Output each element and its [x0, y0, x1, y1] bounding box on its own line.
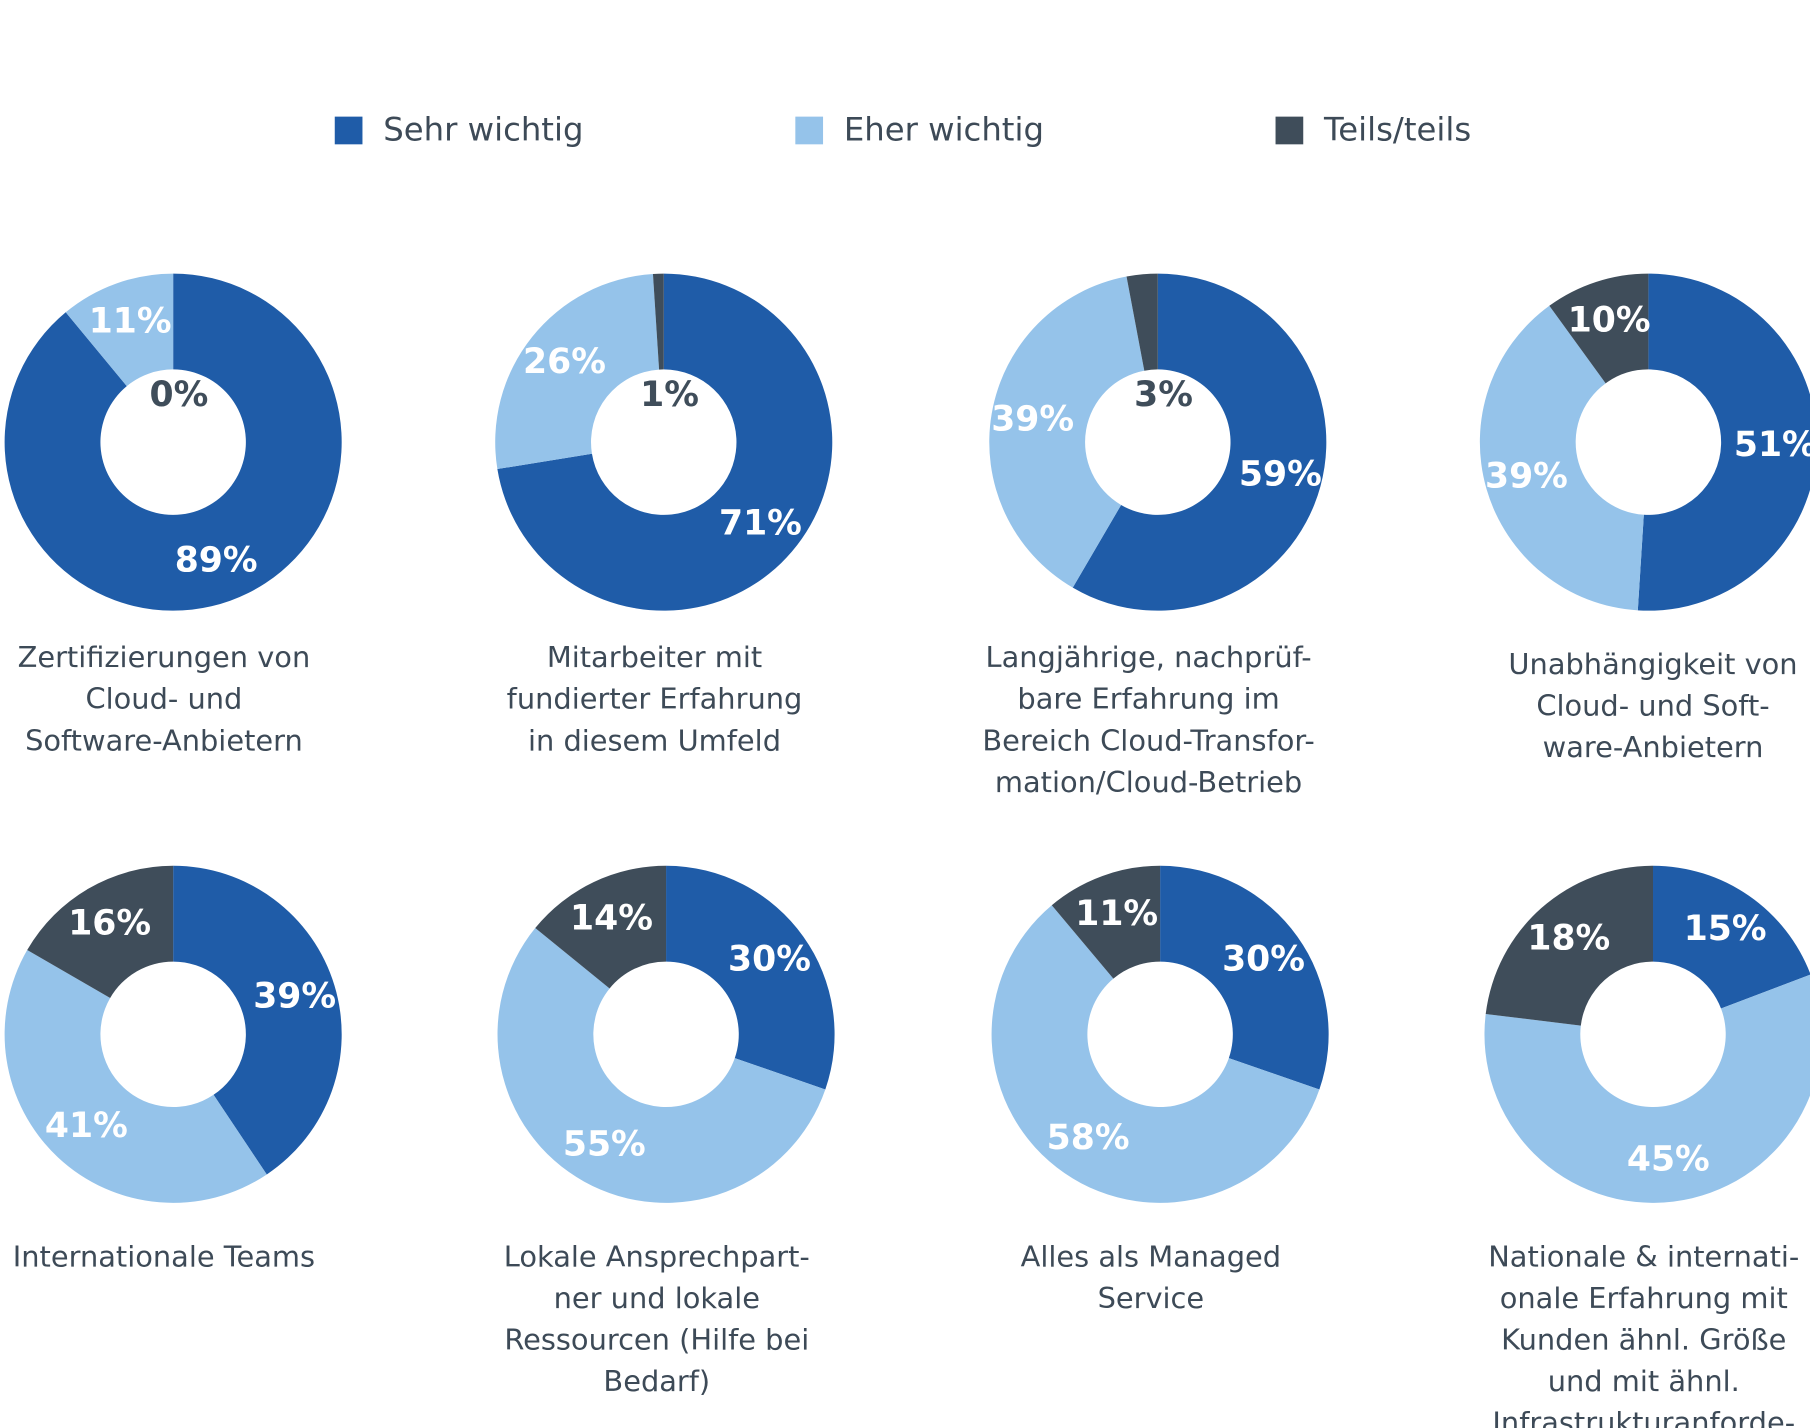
- donut-segment: [1051, 865, 1161, 979]
- donut-caption: und mit ähnl.: [1548, 1364, 1740, 1398]
- value-label: 39%: [1485, 457, 1568, 497]
- donut-segment: [1072, 273, 1327, 611]
- value-label: 39%: [253, 976, 336, 1016]
- donut-segment: [666, 865, 835, 1090]
- donut-segment: [991, 905, 1320, 1203]
- donut-caption: onale Erfahrung mit: [1500, 1281, 1788, 1315]
- donut-caption: Cloud- und Soft-: [1536, 689, 1769, 723]
- value-label: 3%: [1134, 375, 1193, 415]
- donut-caption: Ressourcen (Hilfe bei: [504, 1322, 809, 1356]
- value-label: 0%: [150, 375, 209, 415]
- value-label: 10%: [1568, 300, 1651, 340]
- value-label: 18%: [1527, 918, 1610, 958]
- donut-segment: [1126, 273, 1158, 371]
- donut-caption: ware-Anbietern: [1543, 730, 1764, 764]
- donut-segment: [1479, 305, 1644, 611]
- donut-caption: Langjährige, nachprüf-: [986, 640, 1312, 674]
- value-label: 14%: [570, 899, 653, 939]
- value-label: 51%: [1734, 425, 1810, 465]
- value-label: 26%: [523, 342, 606, 382]
- donut-caption: Cloud- und: [85, 682, 242, 716]
- value-label: 30%: [728, 940, 811, 980]
- value-label: 59%: [1239, 454, 1322, 494]
- donut-segment: [1637, 273, 1810, 611]
- value-label: 39%: [991, 400, 1074, 440]
- legend-label: Eher wichtig: [844, 111, 1044, 149]
- value-label: 71%: [719, 503, 802, 543]
- value-label: 41%: [45, 1106, 128, 1146]
- donut-caption: Zertifizierungen von: [18, 640, 311, 674]
- value-label: 45%: [1627, 1139, 1710, 1179]
- donut-caption: fundierter Erfahrung: [507, 682, 803, 716]
- donut-segment: [535, 865, 667, 989]
- donut-segment: [1485, 865, 1654, 1026]
- donut-caption: Kunden ähnl. Größe: [1501, 1322, 1786, 1356]
- value-label: 15%: [1684, 909, 1767, 949]
- value-label: 55%: [563, 1124, 646, 1164]
- donut-segment: [1160, 865, 1329, 1090]
- value-label: 30%: [1222, 940, 1305, 980]
- donut-segment: [989, 276, 1145, 588]
- legend-swatch: [795, 116, 824, 145]
- donut-caption: bare Erfahrung im: [1017, 682, 1279, 716]
- donut-segment: [173, 865, 342, 1175]
- donut-caption: Lokale Ansprechpart-: [504, 1239, 810, 1273]
- donut-segment: [1484, 974, 1810, 1203]
- donut-segment: [4, 950, 267, 1203]
- donut-caption: Unabhängigkeit von: [1508, 647, 1797, 681]
- donut-caption: ner und lokale: [554, 1281, 760, 1315]
- legend-swatch: [1275, 116, 1304, 145]
- value-label: 1%: [640, 375, 699, 415]
- value-label: 11%: [89, 302, 172, 342]
- donut-caption: Mitarbeiter mit: [547, 640, 762, 674]
- donut-segment: [4, 273, 342, 611]
- donut-caption: Infrastrukturanforde-: [1492, 1405, 1795, 1428]
- donut-segment: [27, 865, 174, 998]
- donut-caption: Software-Anbietern: [25, 723, 303, 757]
- value-label: 16%: [68, 903, 151, 943]
- donut-segment: [497, 273, 833, 611]
- donut-caption: Alles als Managed: [1021, 1239, 1281, 1273]
- legend-label: Teils/teils: [1323, 111, 1471, 149]
- donut-caption: mation/Cloud-Betrieb: [995, 765, 1302, 799]
- legend-label: Sehr wichtig: [383, 111, 583, 149]
- donut-caption: in diesem Umfeld: [528, 723, 781, 757]
- donut-segment: [495, 273, 660, 470]
- donut-segment: [1653, 865, 1810, 1009]
- donut-caption: Internationale Teams: [13, 1239, 315, 1273]
- legend-swatch: [334, 116, 363, 145]
- value-label: 11%: [1075, 894, 1158, 934]
- donut-caption: Nationale & internati-: [1488, 1239, 1799, 1273]
- donut-caption: Service: [1098, 1281, 1205, 1315]
- donut-segment: [497, 928, 826, 1203]
- donut-segment: [1549, 273, 1649, 384]
- donut-caption: Bereich Cloud-Transfor-: [982, 723, 1314, 757]
- donut-segment: [65, 273, 174, 387]
- donut-segment: [652, 273, 664, 370]
- value-label: 58%: [1047, 1118, 1130, 1158]
- donut-caption: Bedarf): [603, 1364, 710, 1398]
- value-label: 89%: [175, 541, 258, 581]
